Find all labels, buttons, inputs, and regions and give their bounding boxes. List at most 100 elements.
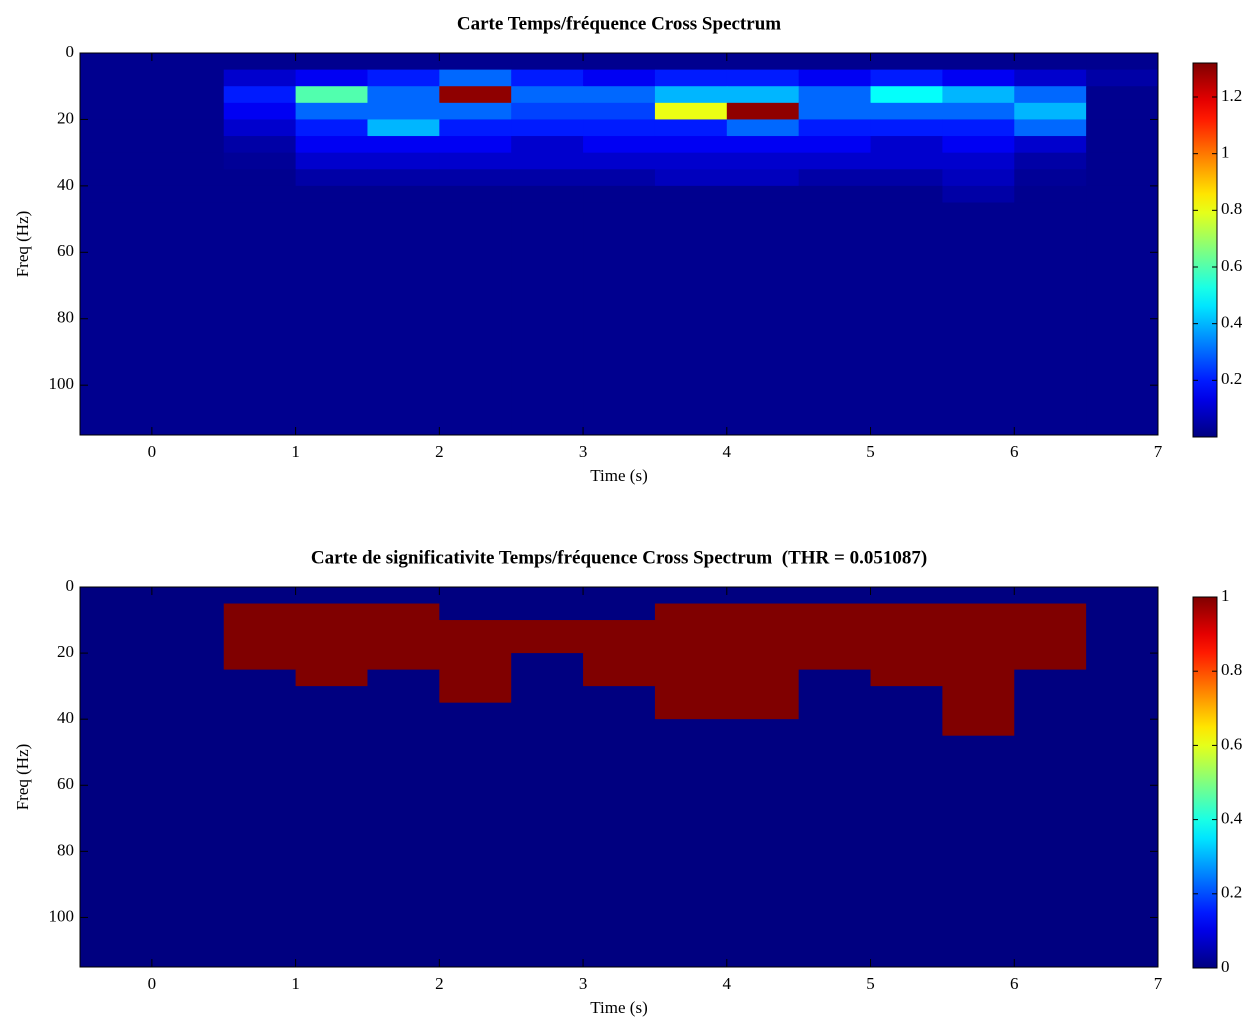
- y-tick-label: 40: [57, 708, 74, 727]
- heatmap-cell: [80, 620, 153, 638]
- heatmap-cell: [726, 185, 800, 203]
- heatmap-cell: [511, 735, 584, 968]
- heatmap-cell: [295, 86, 368, 104]
- heatmap-cell: [151, 636, 225, 654]
- heatmap-cell: [583, 185, 656, 203]
- x-axis-label: Time (s): [590, 998, 647, 1017]
- heatmap-cell: [1086, 686, 1159, 704]
- heatmap-cell: [439, 636, 512, 654]
- heatmap-cell: [295, 636, 368, 654]
- heatmap-cell: [726, 53, 800, 71]
- heatmap-cell: [798, 152, 872, 170]
- y-tick-label: 100: [49, 906, 75, 925]
- y-tick-label: 20: [57, 108, 74, 127]
- heatmap-cell: [439, 102, 512, 120]
- heatmap-cell: [798, 669, 872, 687]
- heatmap-cell: [870, 202, 943, 436]
- heatmap-cell: [583, 136, 656, 154]
- heatmap-cell: [942, 620, 1015, 638]
- heatmap-cell: [654, 102, 728, 120]
- heatmap-cell: [870, 152, 943, 170]
- heatmap-cell: [367, 119, 440, 137]
- heatmap-cell: [80, 53, 153, 71]
- heatmap-cell: [295, 169, 368, 187]
- heatmap-cell: [223, 185, 297, 203]
- heatmap-cell: [151, 185, 225, 203]
- colorbar-tick-label: 0: [1221, 957, 1230, 976]
- heatmap-cell: [511, 152, 584, 170]
- heatmap-cell: [870, 603, 943, 621]
- heatmap-cell: [439, 152, 512, 170]
- heatmap-cell: [870, 102, 943, 120]
- heatmap-cell: [151, 620, 225, 638]
- heatmap-cell: [511, 587, 584, 605]
- heatmap-cell: [583, 603, 656, 621]
- heatmap-cell: [511, 119, 584, 137]
- heatmap-cell: [583, 69, 656, 87]
- y-tick-label: 60: [57, 774, 74, 793]
- colorbar-tick-label: 0.6: [1221, 256, 1242, 275]
- heatmap-cell: [726, 620, 800, 638]
- heatmap-cell: [870, 169, 943, 187]
- heatmap-cell: [1014, 119, 1087, 137]
- x-tick-label: 7: [1154, 442, 1163, 461]
- heatmap-cell: [583, 202, 656, 436]
- heatmap-cell: [942, 69, 1015, 87]
- heatmap-cell: [439, 653, 512, 671]
- heatmap-cell: [942, 185, 1015, 203]
- colorbar-tick-label: 0.4: [1221, 313, 1243, 332]
- heatmap-cell: [295, 735, 368, 968]
- heatmap-cell: [583, 86, 656, 104]
- heatmap-cell: [942, 603, 1015, 621]
- heatmap-cell: [80, 653, 153, 671]
- heatmap-cell: [1086, 119, 1159, 137]
- y-tick-label: 80: [57, 308, 74, 327]
- heatmap-cell: [942, 719, 1015, 737]
- heatmap-cell: [726, 653, 800, 671]
- x-tick-label: 5: [866, 974, 875, 993]
- heatmap-cell: [798, 185, 872, 203]
- heatmap-cell: [295, 102, 368, 120]
- heatmap-cell: [223, 719, 297, 737]
- plot-frame: [79, 52, 1159, 436]
- heatmap-cell: [726, 636, 800, 654]
- heatmap-cell: [798, 702, 872, 720]
- heatmap-cell: [439, 136, 512, 154]
- heatmap-cell: [80, 587, 153, 605]
- heatmap-cell: [295, 202, 368, 436]
- heatmap-cell: [511, 636, 584, 654]
- heatmap-cell: [1086, 653, 1159, 671]
- heatmap-cell: [80, 169, 153, 187]
- heatmap-cell: [726, 69, 800, 87]
- heatmap-cell: [798, 136, 872, 154]
- x-tick-label: 6: [1010, 974, 1019, 993]
- heatmap-cell: [942, 686, 1015, 704]
- heatmap-cell: [295, 119, 368, 137]
- heatmap-cell: [654, 202, 728, 436]
- heatmap-cell: [942, 53, 1015, 71]
- heatmap-cell: [1086, 719, 1159, 737]
- heatmap-cell: [439, 686, 512, 704]
- heatmap-cell: [798, 735, 872, 968]
- heatmap-cell: [726, 202, 800, 436]
- heatmap-cell: [295, 69, 368, 87]
- heatmap-cell: [151, 587, 225, 605]
- heatmap-cell: [870, 620, 943, 638]
- heatmap-cell: [80, 686, 153, 704]
- heatmap-cell: [80, 185, 153, 203]
- heatmap-cell: [223, 735, 297, 968]
- heatmap-cell: [1014, 185, 1087, 203]
- heatmap-cell: [726, 603, 800, 621]
- x-tick-label: 2: [435, 974, 444, 993]
- heatmap-cell: [798, 636, 872, 654]
- heatmap-cell: [223, 169, 297, 187]
- heatmap-cell: [80, 636, 153, 654]
- heatmap-cell: [798, 587, 872, 605]
- heatmap-cell: [1014, 53, 1087, 71]
- heatmap-cell: [151, 102, 225, 120]
- heatmap-cell: [726, 102, 800, 120]
- heatmap-cell: [654, 136, 728, 154]
- heatmap-cell: [367, 69, 440, 87]
- x-tick-label: 4: [723, 442, 732, 461]
